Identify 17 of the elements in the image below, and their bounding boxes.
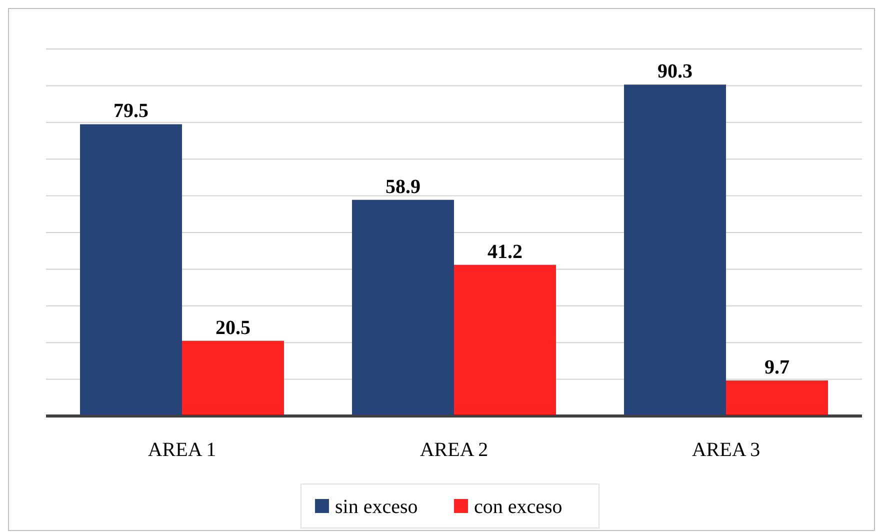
- bar: [454, 264, 556, 416]
- legend-label: sin exceso: [335, 496, 418, 518]
- bar: [726, 380, 828, 416]
- data-label: 41.2: [488, 240, 522, 263]
- bar: [624, 84, 726, 416]
- bar: [182, 340, 284, 416]
- data-label: 20.5: [216, 316, 250, 339]
- x-tick-label: AREA 1: [148, 439, 216, 461]
- bar: [80, 124, 182, 416]
- data-label: 58.9: [386, 176, 420, 198]
- x-tick-label: AREA 3: [692, 439, 760, 461]
- data-label: 90.3: [658, 60, 692, 83]
- legend-label: con exceso: [474, 496, 562, 518]
- bar: [352, 200, 454, 416]
- data-label: 79.5: [114, 100, 148, 122]
- data-label: 9.7: [764, 356, 790, 378]
- x-tick-label: AREA 2: [420, 439, 488, 461]
